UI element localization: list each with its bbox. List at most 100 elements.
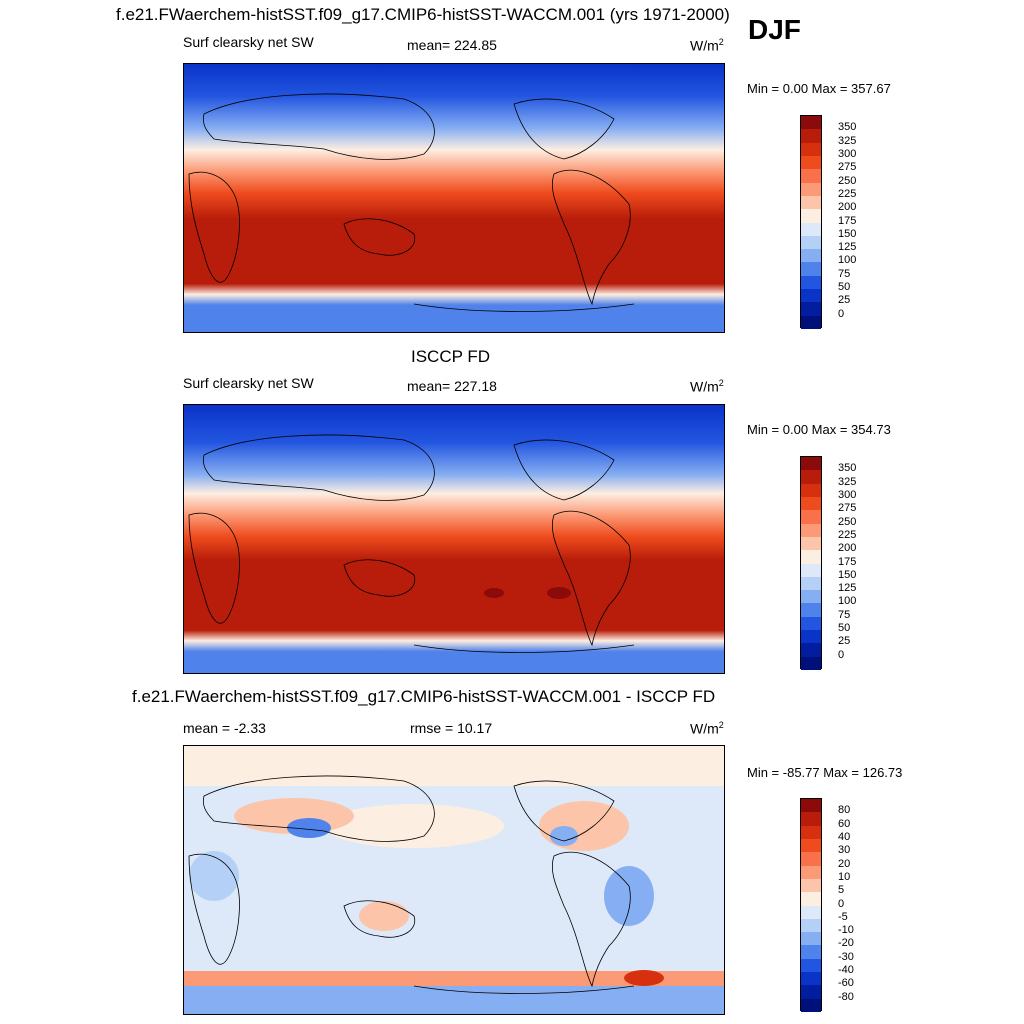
colorbar-swatch	[801, 852, 821, 866]
panel-diff-title: f.e21.FWaerchem-histSST.f09_g17.CMIP6-hi…	[132, 687, 716, 706]
panel-obs-coastlines	[188, 434, 635, 653]
colorbar-swatch	[801, 470, 821, 484]
colorbar-swatch	[801, 209, 821, 223]
colorbar-swatch	[801, 116, 821, 130]
colorbar-swatch	[801, 878, 821, 893]
panel-obs-maxima	[484, 587, 571, 599]
colorbar-swatch	[801, 932, 821, 946]
colorbar-swatch	[801, 142, 821, 156]
colorbar-tick-label: 200	[838, 201, 857, 214]
colorbar-swatch	[801, 457, 821, 471]
colorbar-swatch	[801, 945, 821, 959]
colorbar-tick-label: 20	[838, 857, 851, 870]
colorbar-swatch	[801, 603, 821, 617]
colorbar-tick-label: 125	[838, 582, 857, 595]
colorbar-swatch	[801, 523, 821, 537]
colorbar-swatch	[801, 958, 821, 973]
panel-diff-units: W/m2	[690, 720, 724, 737]
panel-diff-minmax: Min = -85.77 Max = 126.73	[747, 765, 903, 780]
colorbar-tick-label: 0	[838, 307, 845, 320]
colorbar-swatch	[801, 496, 821, 511]
colorbar-swatch	[801, 563, 821, 577]
colorbar-swatch	[801, 155, 821, 170]
colorbar-tick-label: 300	[838, 147, 857, 160]
colorbar-swatch	[801, 315, 821, 329]
colorbar-swatch	[801, 812, 821, 826]
colorbar-swatch	[801, 222, 821, 236]
colorbar-tick-label: 60	[838, 817, 851, 830]
colorbar-tick-label: 325	[838, 475, 857, 488]
panel-obs-units: W/m2	[690, 378, 724, 395]
colorbar-swatch	[801, 838, 821, 853]
panel-obs-colorbar-swatches	[800, 456, 822, 670]
colorbar-swatch	[801, 590, 821, 604]
panel-model-coastlines	[188, 93, 635, 312]
colorbar-swatch	[801, 169, 821, 183]
colorbar-swatch	[801, 195, 821, 210]
panel-diff-anomalies	[184, 746, 724, 1014]
panel-model-title: f.e21.FWaerchem-histSST.f09_g17.CMIP6-hi…	[116, 5, 730, 24]
season-label: DJF	[748, 14, 801, 45]
colorbar-tick-label: 225	[838, 187, 857, 200]
colorbar-swatch	[801, 275, 821, 290]
colorbar-tick-label: 0	[838, 897, 845, 910]
colorbar-swatch	[801, 825, 821, 839]
panel-obs-mean-label: mean= 227.18	[407, 378, 497, 394]
panel-diff-map	[183, 745, 725, 1015]
colorbar-tick-label: -20	[838, 937, 854, 950]
colorbar-tick-label: 200	[838, 542, 857, 555]
colorbar-swatch	[801, 985, 821, 999]
colorbar-tick-label: 5	[838, 884, 845, 897]
panel-obs-map	[183, 404, 725, 674]
colorbar-tick-label: 175	[838, 214, 857, 227]
colorbar-swatch	[801, 865, 821, 879]
colorbar-tick-label: 225	[838, 528, 857, 541]
colorbar-tick-label: -60	[838, 977, 854, 990]
panel-model-minmax: Min = 0.00 Max = 357.67	[747, 81, 891, 96]
colorbar-tick-label: -30	[838, 950, 854, 963]
colorbar-tick-label: 75	[838, 608, 851, 621]
colorbar-tick-label: 50	[838, 622, 851, 635]
colorbar-swatch	[801, 799, 821, 813]
colorbar-swatch	[801, 972, 821, 986]
panel-diff-colorbar-swatches	[800, 798, 822, 1012]
colorbar-tick-label: 350	[838, 462, 857, 475]
colorbar-tick-label: 325	[838, 134, 857, 147]
colorbar-swatch	[801, 918, 821, 933]
colorbar-swatch	[801, 249, 821, 263]
panel-obs-variable-label: Surf clearsky net SW	[183, 375, 314, 391]
colorbar-swatch	[801, 892, 821, 906]
panel-model-mean-label: mean= 224.85	[407, 37, 497, 53]
colorbar-swatch	[801, 302, 821, 316]
colorbar-tick-label: 25	[838, 294, 851, 307]
colorbar-swatch	[801, 998, 821, 1012]
colorbar-tick-label: -5	[838, 910, 848, 923]
colorbar-swatch	[801, 905, 821, 919]
colorbar-swatch	[801, 182, 821, 196]
panel-obs-map-field	[184, 405, 724, 673]
colorbar-swatch	[801, 235, 821, 250]
colorbar-tick-label: 10	[838, 870, 851, 883]
colorbar-tick-label: -40	[838, 964, 854, 977]
colorbar-swatch	[801, 656, 821, 670]
colorbar-tick-label: 100	[838, 595, 857, 608]
colorbar-tick-label: -10	[838, 924, 854, 937]
colorbar-swatch	[801, 262, 821, 276]
panel-model-colorbar-swatches	[800, 115, 822, 329]
colorbar-tick-label: 275	[838, 502, 857, 515]
panel-obs-minmax: Min = 0.00 Max = 354.73	[747, 422, 891, 437]
colorbar-tick-label: 275	[838, 161, 857, 174]
colorbar-tick-label: 100	[838, 254, 857, 267]
colorbar-tick-label: 250	[838, 174, 857, 187]
colorbar-tick-label: 75	[838, 267, 851, 280]
panel-diff-mean-label: mean = -2.33	[183, 720, 266, 736]
colorbar-tick-label: 350	[838, 121, 857, 134]
colorbar-swatch	[801, 510, 821, 524]
panel-model-map	[183, 63, 725, 333]
colorbar-tick-label: 0	[838, 648, 845, 661]
colorbar-swatch	[801, 483, 821, 497]
colorbar-tick-label: 300	[838, 488, 857, 501]
colorbar-tick-label: 125	[838, 241, 857, 254]
colorbar-tick-label: -80	[838, 990, 854, 1003]
colorbar-swatch	[801, 643, 821, 657]
